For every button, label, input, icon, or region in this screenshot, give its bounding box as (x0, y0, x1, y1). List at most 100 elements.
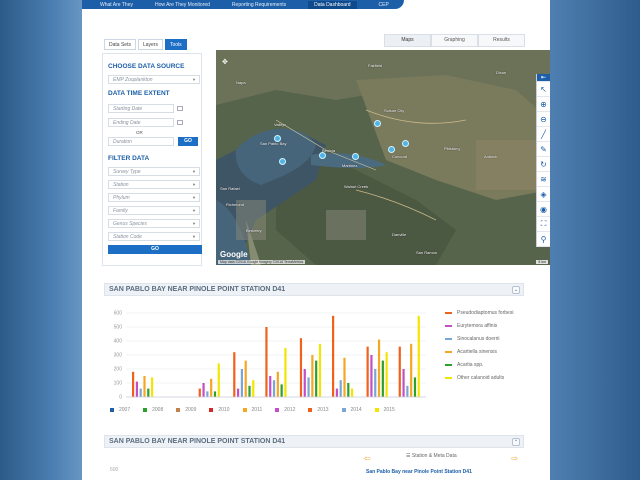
arrow-right-icon[interactable]: ⇨ (511, 454, 518, 463)
bar[interactable] (381, 360, 384, 397)
calendar-icon[interactable] (177, 105, 183, 111)
duration-input[interactable]: Duration (108, 137, 174, 146)
legend-item[interactable]: Pseudodiaptomus forbesi (445, 310, 513, 316)
station-marker[interactable] (279, 158, 286, 165)
year-legend-item[interactable]: 2009 (176, 407, 196, 413)
expand-icon[interactable]: ⌃ (512, 438, 520, 446)
go-button-time[interactable]: GO (178, 136, 198, 146)
bar[interactable] (202, 383, 205, 397)
globe-icon[interactable]: ◉ (537, 202, 550, 217)
bar[interactable] (151, 377, 154, 397)
layers-icon[interactable]: ≋ (537, 172, 550, 187)
nav-what-are-they[interactable]: What Are They (100, 1, 133, 8)
bar[interactable] (284, 348, 287, 397)
year-legend-item[interactable]: 2013 (308, 407, 329, 413)
bar[interactable] (332, 315, 335, 397)
bar[interactable] (303, 369, 306, 397)
year-legend-item[interactable]: 2007 (110, 407, 130, 413)
bar[interactable] (413, 377, 417, 397)
year-legend-item[interactable]: 2015 (374, 407, 395, 413)
pan-control-icon[interactable]: ✥ (222, 59, 228, 66)
bar[interactable] (406, 385, 409, 397)
bar[interactable] (213, 391, 217, 397)
nav-cep[interactable]: CEP (378, 1, 389, 8)
year-legend-item[interactable]: 2010 (209, 407, 230, 413)
bar[interactable] (244, 360, 247, 397)
legend-item[interactable]: Acartia spp. (445, 362, 513, 368)
bar[interactable] (366, 346, 369, 397)
bar[interactable] (311, 355, 314, 397)
data-source-select[interactable]: EMP Zooplankton ▼ (108, 75, 200, 84)
station-marker[interactable] (274, 135, 281, 142)
bar[interactable] (139, 388, 142, 397)
bar[interactable] (307, 377, 310, 397)
station-marker[interactable] (319, 152, 326, 159)
nav-data-dashboard[interactable]: Data Dashboard (308, 0, 357, 9)
legend-item[interactable]: Acartiella sinensis (445, 349, 513, 355)
nav-how-monitored[interactable]: How Are They Monitored (154, 1, 210, 8)
search-icon[interactable]: ⚲ (537, 232, 550, 247)
zoom-in-icon[interactable]: ⊕ (537, 97, 550, 112)
station-marker[interactable] (388, 146, 395, 153)
survey-type-select[interactable]: Survey Type ▼ (108, 167, 200, 176)
toolbar-toggle-icon[interactable]: ⇤ (537, 74, 550, 82)
ending-date-input[interactable]: Ending Date (108, 118, 174, 127)
bar[interactable] (335, 388, 338, 397)
bar[interactable] (318, 343, 322, 397)
station-marker[interactable] (402, 140, 409, 147)
starting-date-input[interactable]: Starting Date (108, 104, 174, 113)
bar[interactable] (143, 376, 146, 397)
bar[interactable] (132, 371, 135, 397)
year-legend-item[interactable]: 2008 (143, 407, 163, 413)
collapse-icon[interactable]: ⌄ (512, 286, 520, 294)
bar[interactable] (315, 360, 318, 397)
bar[interactable] (299, 338, 303, 397)
bar[interactable] (237, 388, 240, 397)
bar[interactable] (240, 369, 243, 397)
calendar-icon[interactable] (177, 119, 183, 125)
bar[interactable] (377, 339, 381, 397)
satellite-map[interactable]: ✥ Fairfield Suisun City Vallejo Benicia … (216, 50, 550, 265)
arrow-left-icon[interactable]: ⇦ (364, 454, 371, 463)
bar[interactable] (217, 363, 220, 397)
refresh-icon[interactable]: ↻ (537, 157, 550, 172)
phylum-select[interactable]: Phylum ▼ (108, 193, 200, 202)
legend-item[interactable]: Eurytemora affinis (445, 323, 513, 329)
station-select[interactable]: Station ▼ (108, 180, 200, 189)
bar[interactable] (374, 369, 377, 397)
bar[interactable] (402, 369, 405, 397)
bar[interactable] (343, 357, 346, 397)
bar[interactable] (417, 315, 420, 397)
draw-line-icon[interactable]: ╱ (537, 127, 550, 142)
year-legend-item[interactable]: 2014 (341, 407, 362, 413)
station-marker[interactable] (352, 153, 359, 160)
bar[interactable] (280, 384, 283, 397)
station-code-select[interactable]: Station Code ▼ (108, 232, 200, 241)
pointer-icon[interactable]: ↖ (537, 82, 550, 97)
tab-tools[interactable]: Tools (164, 39, 187, 50)
nav-reporting-requirements[interactable]: Reporting Requirements (231, 1, 287, 8)
bar[interactable] (272, 380, 276, 397)
genus-species-select[interactable]: Genus Species ▼ (108, 219, 200, 228)
tab-results[interactable]: Results (478, 34, 525, 47)
year-legend-item[interactable]: 2012 (275, 407, 295, 413)
bar[interactable] (233, 352, 236, 397)
bar[interactable] (269, 376, 272, 397)
tab-layers[interactable]: Layers (137, 39, 163, 50)
bar[interactable] (248, 385, 251, 397)
bar[interactable] (147, 388, 150, 397)
stack-icon[interactable]: ◈ (537, 187, 550, 202)
year-legend-item[interactable]: 2011 (242, 407, 262, 413)
family-select[interactable]: Family ▼ (108, 206, 200, 215)
tab-maps[interactable]: Maps (384, 34, 431, 47)
bar[interactable] (252, 380, 255, 397)
bar[interactable] (410, 343, 413, 397)
bar[interactable] (198, 388, 201, 397)
bar[interactable] (135, 381, 138, 397)
zoom-out-icon[interactable]: ⊖ (537, 112, 550, 127)
bar[interactable] (276, 371, 279, 397)
tab-data-sets[interactable]: Data Sets (104, 39, 136, 50)
bar[interactable] (265, 327, 268, 397)
bar[interactable] (398, 346, 401, 397)
bar[interactable] (351, 388, 354, 397)
